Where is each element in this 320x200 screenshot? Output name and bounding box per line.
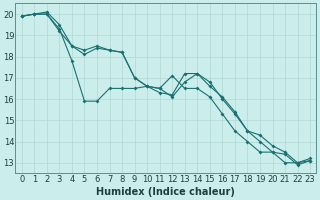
X-axis label: Humidex (Indice chaleur): Humidex (Indice chaleur)	[97, 187, 236, 197]
